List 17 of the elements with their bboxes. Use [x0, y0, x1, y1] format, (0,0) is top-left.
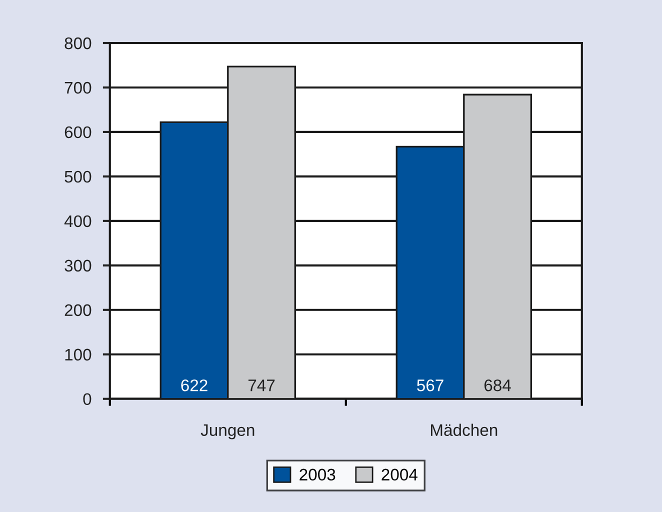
data-label: 567: [417, 379, 444, 392]
y-tick-label: 0: [83, 393, 92, 406]
x-tick-label: Mädchen: [430, 424, 498, 436]
y-tick-label: 600: [64, 126, 92, 138]
y-tick-label: 800: [64, 37, 92, 50]
legend-label: 2004: [382, 468, 418, 481]
legend-label: 2003: [300, 468, 336, 481]
data-label: 684: [484, 379, 511, 392]
y-tick-label: 300: [64, 260, 92, 272]
y-tick-label: 500: [64, 170, 92, 183]
y-tick-label: 100: [65, 348, 92, 361]
y-tick-label: 700: [64, 82, 92, 94]
x-tick-label: Jungen: [200, 424, 254, 440]
data-label: 747: [248, 380, 275, 392]
y-tick-label: 200: [64, 304, 92, 316]
y-tick-label: 400: [64, 215, 92, 228]
data-label: 622: [181, 379, 208, 392]
